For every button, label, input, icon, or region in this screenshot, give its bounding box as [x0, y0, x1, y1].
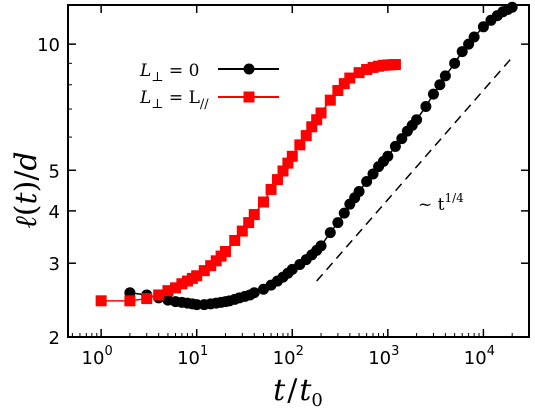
x-tick-label-2: 102	[273, 344, 304, 369]
legend-label-1: L⊥ = L//	[139, 88, 209, 112]
data-point	[311, 114, 323, 126]
data-point	[353, 67, 365, 79]
data-point	[124, 295, 136, 307]
data-point	[332, 217, 344, 229]
data-point	[324, 94, 336, 106]
data-point	[332, 85, 344, 97]
data-point	[306, 121, 318, 133]
axis-ticks: 100 101 102 103 104 2 3 4 5 10	[37, 5, 530, 369]
data-point	[286, 150, 298, 162]
data-point	[361, 176, 373, 188]
data-point	[353, 185, 365, 197]
data-point	[456, 46, 468, 58]
legend-marker-1	[243, 91, 255, 103]
data-point	[153, 289, 165, 301]
data-point	[389, 59, 401, 71]
data-point	[229, 234, 241, 246]
data-point	[389, 140, 401, 152]
x-tick-label-1: 101	[177, 344, 208, 369]
y-axis-title: ℓ(t)/d	[9, 151, 44, 228]
data-point	[315, 107, 327, 119]
data-point	[396, 133, 408, 145]
data-point	[477, 21, 489, 33]
data-point	[344, 72, 356, 84]
data-point	[506, 1, 518, 13]
guide-label: ~ t1/4	[418, 191, 464, 215]
guide-line-group	[316, 56, 513, 282]
data-point	[367, 61, 379, 73]
data-point	[170, 282, 182, 294]
data-point	[277, 165, 289, 177]
data-point	[411, 114, 423, 126]
legend: L⊥ = 0 L⊥ = L//	[139, 61, 279, 112]
data-point	[191, 270, 203, 282]
data-point	[95, 295, 107, 307]
data-point	[243, 217, 255, 229]
data-point	[434, 79, 446, 91]
data-point	[420, 100, 432, 112]
data-point	[338, 207, 350, 219]
data-point	[265, 183, 277, 195]
data-point	[219, 245, 231, 257]
legend-marker-0	[243, 63, 255, 75]
data-point	[176, 278, 188, 290]
data-point	[248, 287, 260, 299]
x-tick-label-0: 100	[82, 344, 113, 369]
data-point	[205, 260, 217, 272]
data-point	[324, 227, 336, 239]
data-point	[427, 88, 439, 100]
y-tick-label-0: 2	[49, 328, 60, 349]
data-point	[361, 63, 373, 75]
data-point	[141, 293, 153, 305]
data-point	[338, 78, 350, 90]
series-0	[124, 1, 518, 311]
series-1	[95, 59, 401, 307]
y-tick-label-4: 10	[37, 35, 60, 56]
y-tick-label-3: 5	[49, 161, 60, 182]
data-point	[439, 70, 451, 82]
data-point	[294, 139, 306, 151]
series-layer	[95, 1, 518, 311]
x-tick-label-3: 103	[368, 344, 399, 369]
data-point	[449, 57, 461, 69]
guide-line	[316, 56, 513, 282]
y-tick-label-1: 3	[49, 254, 60, 275]
y-tick-label-2: 4	[49, 202, 60, 223]
x-axis-title: t/t0	[273, 373, 323, 409]
data-point	[198, 265, 210, 277]
data-point	[382, 150, 394, 162]
data-point	[162, 285, 174, 297]
data-point	[282, 157, 294, 169]
data-point	[315, 240, 327, 252]
data-point	[271, 174, 283, 186]
data-point	[300, 130, 312, 142]
legend-label-0: L⊥ = 0	[139, 61, 199, 85]
data-point	[258, 196, 270, 208]
x-tick-label-4: 104	[464, 344, 495, 369]
series-line-0	[129, 6, 513, 306]
data-point	[248, 209, 260, 221]
data-point	[191, 299, 203, 311]
data-point	[468, 31, 480, 43]
data-point	[236, 225, 248, 237]
